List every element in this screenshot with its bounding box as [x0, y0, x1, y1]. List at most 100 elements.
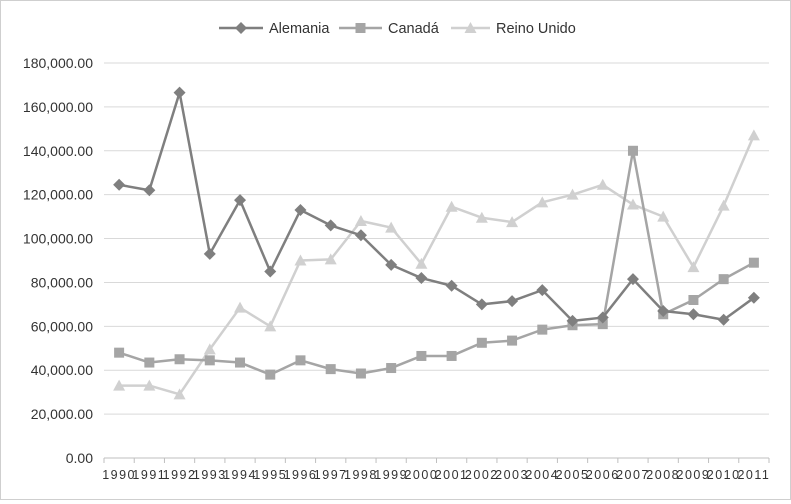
series-line	[118, 91, 755, 323]
x-tick-label: 1997	[314, 468, 348, 482]
data-point	[597, 319, 608, 330]
data-point	[295, 355, 306, 366]
x-tick-label: 2005	[556, 468, 590, 482]
legend-marker	[464, 22, 477, 33]
data-point	[475, 298, 488, 311]
series-line	[118, 149, 755, 376]
data-point	[234, 194, 247, 207]
data-point	[717, 199, 730, 211]
data-point	[113, 178, 126, 191]
legend-item: Canadá	[339, 21, 440, 37]
legend-label: Canadá	[388, 21, 440, 37]
y-tick-label: 160,000.00	[23, 99, 93, 115]
legend-label: Alemania	[269, 21, 330, 37]
data-point	[627, 145, 638, 156]
data-point	[747, 291, 760, 304]
data-point	[566, 188, 579, 200]
data-point	[143, 184, 156, 197]
data-point	[264, 320, 277, 332]
data-point	[475, 211, 488, 223]
legend-item: Alemania	[219, 21, 330, 37]
data-point	[204, 355, 215, 366]
data-point	[234, 301, 247, 313]
data-point	[294, 254, 307, 266]
y-tick-label: 60,000.00	[31, 318, 93, 334]
legend-label: Reino Unido	[496, 21, 576, 37]
x-tick-label: 1993	[193, 468, 227, 482]
x-tick-label: 2008	[646, 468, 680, 482]
x-tick-label: 1991	[132, 468, 166, 482]
data-point	[174, 354, 185, 365]
y-tick-label: 100,000.00	[23, 231, 93, 247]
data-point	[626, 198, 639, 210]
data-point	[324, 253, 337, 265]
data-point	[385, 221, 398, 233]
data-point	[596, 178, 609, 190]
data-point	[173, 388, 186, 400]
data-point	[657, 210, 670, 222]
x-tick-label: 2011	[737, 468, 770, 482]
series-reino-unido	[113, 129, 760, 400]
x-tick-label: 2002	[465, 468, 499, 482]
data-point	[265, 369, 276, 380]
data-point	[446, 350, 457, 361]
data-point	[324, 219, 337, 232]
data-point	[355, 368, 366, 379]
data-point	[506, 216, 519, 228]
data-point	[717, 313, 730, 326]
data-point	[416, 350, 427, 361]
data-point	[143, 379, 156, 391]
legend-item: Reino Unido	[451, 21, 576, 37]
x-tick-label: 2000	[404, 468, 438, 482]
data-point	[688, 295, 699, 305]
x-tick-label: 2001	[435, 468, 469, 482]
data-point	[203, 343, 216, 355]
x-tick-label: 1990	[102, 468, 136, 482]
data-point	[113, 379, 126, 391]
data-point	[657, 304, 670, 317]
data-point	[415, 272, 428, 285]
data-point	[415, 257, 428, 269]
data-point	[173, 86, 186, 99]
data-point	[507, 335, 518, 346]
data-point	[748, 257, 759, 268]
data-point	[747, 129, 760, 141]
data-point	[386, 363, 397, 374]
x-tick-label: 2004	[525, 468, 559, 482]
data-point	[385, 258, 398, 271]
data-point	[264, 265, 277, 278]
x-tick-label: 2010	[707, 468, 741, 482]
x-tick-label: 2009	[677, 468, 711, 482]
y-tick-label: 20,000.00	[31, 406, 93, 422]
legend-marker	[355, 23, 366, 33]
data-point	[445, 279, 458, 292]
y-tick-label: 80,000.00	[31, 274, 93, 290]
data-point	[325, 364, 336, 375]
data-point	[536, 284, 549, 297]
series-alemania	[113, 86, 760, 327]
y-tick-label: 120,000.00	[23, 187, 93, 203]
x-tick-label: 2003	[495, 468, 529, 482]
data-point	[235, 357, 246, 368]
x-tick-label: 1994	[223, 468, 257, 482]
x-tick-label: 1998	[344, 468, 378, 482]
series-line	[119, 134, 756, 396]
data-point	[687, 261, 700, 273]
data-point	[687, 308, 700, 321]
data-point	[596, 311, 609, 324]
data-point	[626, 273, 639, 286]
gridlines	[104, 62, 769, 459]
y-axis: 0.00 20,000.00 40,000.00 60,000.00 80,000.00…	[23, 55, 93, 466]
data-point	[354, 215, 367, 226]
series-canad-	[114, 145, 759, 380]
y-tick-label: 180,000.00	[23, 55, 93, 71]
data-point	[445, 200, 458, 212]
x-axis: 1990199119921993199419951996199719981999…	[102, 457, 770, 482]
data-point	[354, 229, 367, 242]
y-tick-label: 0.00	[66, 450, 93, 466]
data-point	[114, 347, 125, 358]
data-point	[203, 247, 216, 260]
data-point	[294, 204, 307, 217]
